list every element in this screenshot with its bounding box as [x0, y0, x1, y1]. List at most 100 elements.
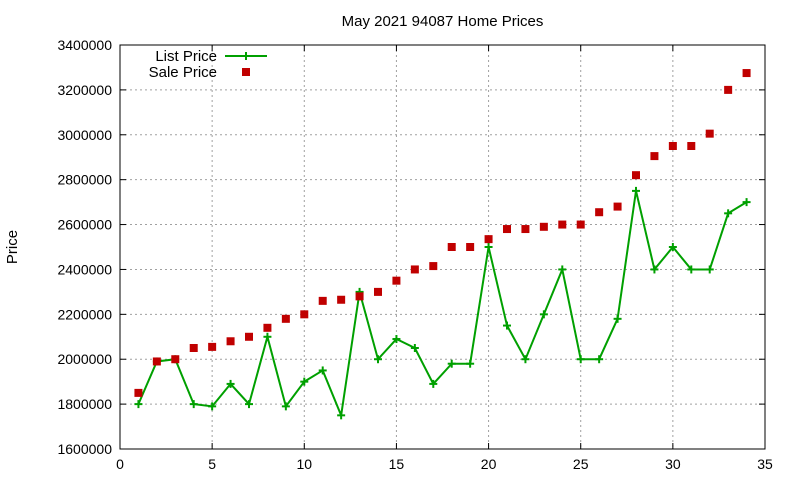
data-point	[447, 243, 456, 251]
y-tick-label: 2000000	[57, 351, 112, 367]
y-tick-label: 1600000	[57, 441, 112, 457]
data-point	[226, 379, 235, 388]
data-point	[595, 208, 604, 217]
axis-ticks: 0 5 10 15 20 25 30 35 1600000 1800000 2000000 22000…	[57, 37, 773, 472]
data-point	[410, 265, 419, 274]
data-point	[595, 355, 604, 364]
x-tick-label: 15	[389, 456, 405, 472]
y-tick-label: 2800000	[57, 172, 112, 188]
data-point	[392, 335, 401, 344]
data-point	[539, 222, 548, 231]
data-point	[558, 220, 567, 229]
data-point	[521, 225, 530, 234]
data-point	[484, 243, 493, 251]
data-point	[668, 142, 677, 150]
data-point	[724, 85, 733, 94]
data-point	[318, 296, 327, 305]
x-tick-label: 0	[116, 456, 124, 472]
data-point	[337, 411, 346, 420]
data-point	[503, 225, 511, 234]
data-point	[189, 344, 198, 352]
x-tick-label: 10	[296, 456, 312, 472]
data-point	[134, 400, 143, 409]
data-point	[429, 262, 438, 271]
x-tick-label: 20	[481, 456, 497, 472]
y-tick-label: 1800000	[57, 396, 112, 412]
data-point	[484, 235, 493, 244]
plot-series	[134, 69, 751, 420]
data-point	[300, 310, 309, 319]
data-point	[410, 344, 419, 352]
data-point	[152, 357, 161, 366]
legend-label: Sale Price	[149, 64, 217, 81]
x-tick-label: 25	[573, 456, 589, 472]
data-point	[742, 198, 751, 207]
data-point	[374, 287, 382, 296]
y-tick-label: 3400000	[57, 37, 112, 53]
y-tick-label: 2200000	[57, 306, 112, 322]
grid	[120, 45, 765, 449]
data-point	[318, 366, 327, 375]
data-point	[263, 332, 272, 341]
data-point	[687, 265, 696, 274]
y-tick-label: 2400000	[57, 261, 112, 277]
y-tick-label: 3000000	[57, 127, 112, 143]
data-point	[650, 265, 659, 274]
series-line	[137, 190, 748, 420]
data-point	[687, 142, 696, 150]
data-point	[189, 400, 198, 409]
legend-label: List Price	[155, 48, 217, 65]
data-point	[632, 171, 640, 180]
data-point	[374, 355, 382, 364]
x-tick-label: 30	[665, 456, 681, 472]
y-tick-label: 2600000	[57, 217, 112, 233]
data-point	[576, 220, 585, 229]
data-point	[245, 332, 253, 341]
chart-title: May 2021 94087 Home Prices	[342, 13, 544, 30]
data-point	[650, 152, 659, 161]
data-point	[242, 52, 250, 60]
series-sale-price	[134, 69, 751, 397]
data-point	[705, 129, 714, 138]
data-point	[705, 265, 714, 274]
data-point	[632, 186, 640, 195]
data-point	[466, 359, 475, 368]
data-point	[242, 68, 250, 76]
y-axis-label: Price	[4, 230, 21, 264]
data-point	[226, 337, 235, 346]
data-point	[521, 355, 530, 364]
data-point	[742, 69, 751, 78]
data-point	[263, 323, 272, 332]
data-point	[281, 402, 290, 411]
data-point	[613, 202, 622, 211]
legend-entry: List Price	[155, 48, 267, 65]
x-tick-label: 35	[757, 456, 773, 472]
data-point	[171, 355, 180, 364]
data-point	[245, 400, 253, 409]
data-point	[576, 355, 585, 364]
data-point	[539, 310, 548, 319]
data-point	[558, 265, 567, 274]
data-point	[429, 379, 438, 388]
data-point	[208, 402, 217, 411]
data-point	[281, 314, 290, 323]
data-point	[300, 377, 309, 386]
data-point	[447, 359, 456, 368]
x-tick-label: 5	[208, 456, 216, 472]
data-point	[503, 321, 511, 330]
plot-frame	[119, 44, 766, 450]
data-point	[134, 388, 143, 397]
data-point	[466, 243, 475, 251]
data-point	[392, 276, 401, 285]
legend-entry: Sale Price	[149, 64, 250, 81]
data-point	[208, 342, 217, 351]
data-point	[724, 209, 733, 218]
data-point	[668, 243, 677, 251]
y-tick-label: 3200000	[57, 82, 112, 98]
series-list-price	[134, 186, 751, 420]
data-point	[613, 314, 622, 323]
data-point	[355, 292, 364, 301]
data-point	[337, 295, 346, 304]
